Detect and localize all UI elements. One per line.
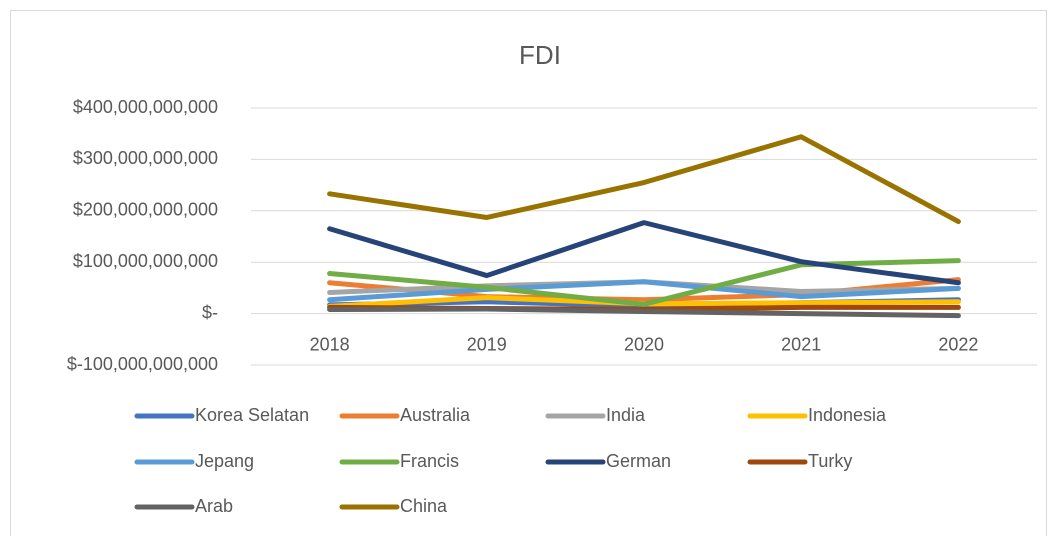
x-tick-label: 2018	[310, 334, 350, 354]
y-tick-label: $-	[202, 302, 218, 322]
legend-label: Arab	[195, 496, 233, 516]
y-tick-label: $100,000,000,000	[73, 251, 218, 271]
legend-label: Korea Selatan	[195, 405, 309, 425]
legend-label: German	[606, 451, 671, 471]
series-line	[327, 306, 961, 319]
legend-label: Jepang	[195, 451, 254, 471]
y-tick-label: $400,000,000,000	[73, 97, 218, 117]
series-line	[327, 220, 961, 286]
series-line	[327, 279, 961, 303]
legend-label: India	[606, 405, 646, 425]
legend-label: Indonesia	[808, 405, 887, 425]
series-line	[327, 134, 961, 225]
series-line	[327, 258, 961, 307]
y-tick-label: $-100,000,000,000	[67, 354, 218, 374]
legend-label: China	[400, 496, 448, 516]
legend-label: Australia	[400, 405, 471, 425]
legend-label: Turky	[808, 451, 852, 471]
y-tick-label: $200,000,000,000	[73, 200, 218, 220]
x-tick-label: 2020	[624, 334, 664, 354]
x-tick-label: 2022	[938, 334, 978, 354]
x-tick-label: 2019	[467, 334, 507, 354]
x-tick-label: 2021	[781, 334, 821, 354]
chart-title: FDI	[519, 40, 561, 70]
y-tick-label: $300,000,000,000	[73, 148, 218, 168]
legend-label: Francis	[400, 451, 459, 471]
